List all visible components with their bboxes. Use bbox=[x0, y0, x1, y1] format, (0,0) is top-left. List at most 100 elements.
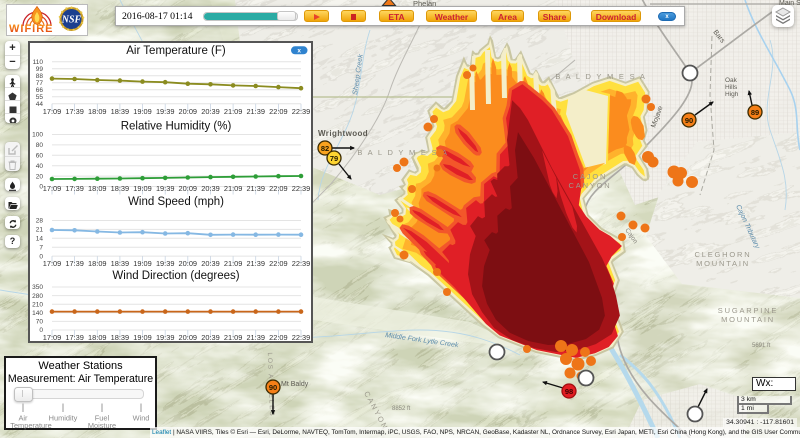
svg-text:22:09: 22:09 bbox=[269, 333, 288, 341]
svg-text:CLEGHORN: CLEGHORN bbox=[695, 250, 752, 259]
svg-text:22:39: 22:39 bbox=[292, 259, 311, 268]
svg-text:Humidity: Humidity bbox=[49, 414, 78, 423]
svg-text:Wind Direction (degrees): Wind Direction (degrees) bbox=[112, 270, 239, 282]
svg-text:20:09: 20:09 bbox=[179, 107, 198, 116]
svg-text:19:39: 19:39 bbox=[156, 107, 175, 116]
svg-text:B A L D Y M E S A: B A L D Y M E S A bbox=[357, 148, 448, 157]
svg-text:18:09: 18:09 bbox=[88, 184, 107, 193]
svg-text:70: 70 bbox=[36, 319, 44, 326]
svg-text:CANYON: CANYON bbox=[569, 181, 612, 190]
svg-text:210: 210 bbox=[32, 301, 43, 308]
svg-text:44: 44 bbox=[36, 101, 44, 108]
svg-text:18:39: 18:39 bbox=[111, 184, 129, 193]
svg-text:60: 60 bbox=[36, 153, 44, 160]
svg-text:MOUNTAIN: MOUNTAIN bbox=[721, 315, 775, 324]
svg-text:17:39: 17:39 bbox=[65, 333, 84, 341]
svg-text:19:09: 19:09 bbox=[133, 259, 152, 268]
svg-text:21:09: 21:09 bbox=[224, 184, 243, 193]
svg-text:19:39: 19:39 bbox=[156, 259, 175, 268]
svg-text:17:39: 17:39 bbox=[65, 259, 84, 268]
svg-text:High: High bbox=[725, 91, 739, 98]
svg-text:19:39: 19:39 bbox=[156, 333, 175, 341]
svg-text:21:09: 21:09 bbox=[224, 259, 243, 268]
svg-text:20:09: 20:09 bbox=[179, 333, 198, 341]
svg-text:Hills: Hills bbox=[725, 84, 738, 91]
svg-text:Main S: Main S bbox=[779, 0, 800, 7]
svg-text:20:39: 20:39 bbox=[201, 259, 220, 268]
svg-text:20: 20 bbox=[36, 173, 44, 180]
svg-text:18:39: 18:39 bbox=[111, 107, 129, 116]
svg-text:Air: Air bbox=[18, 414, 28, 423]
svg-text:110: 110 bbox=[33, 59, 44, 66]
svg-text:CAJON: CAJON bbox=[573, 172, 607, 181]
svg-text:0: 0 bbox=[39, 184, 43, 191]
svg-text:Temperature: Temperature bbox=[10, 421, 52, 430]
svg-text:Relative Humidity (%): Relative Humidity (%) bbox=[121, 121, 232, 133]
svg-text:Air Temperature (F): Air Temperature (F) bbox=[126, 45, 226, 57]
svg-text:19:09: 19:09 bbox=[133, 333, 152, 341]
svg-text:22:09: 22:09 bbox=[269, 184, 288, 193]
svg-text:Fuel: Fuel bbox=[95, 414, 110, 423]
svg-text:19:39: 19:39 bbox=[156, 184, 175, 193]
svg-text:21:39: 21:39 bbox=[246, 184, 265, 193]
svg-text:17:39: 17:39 bbox=[65, 184, 84, 193]
svg-text:0: 0 bbox=[39, 327, 43, 334]
svg-text:MOUNTAIN: MOUNTAIN bbox=[696, 259, 750, 268]
svg-text:22:39: 22:39 bbox=[292, 184, 311, 193]
svg-text:22:09: 22:09 bbox=[269, 107, 288, 116]
svg-text:18:09: 18:09 bbox=[88, 333, 107, 341]
svg-text:77: 77 bbox=[36, 80, 44, 87]
svg-text:20:39: 20:39 bbox=[201, 107, 220, 116]
svg-text:19:09: 19:09 bbox=[133, 184, 152, 193]
svg-text:18:09: 18:09 bbox=[88, 107, 107, 116]
svg-text:280: 280 bbox=[32, 293, 43, 300]
svg-text:18:09: 18:09 bbox=[88, 259, 107, 268]
svg-text:B A L D Y M E S A: B A L D Y M E S A bbox=[555, 72, 646, 81]
svg-text:98: 98 bbox=[565, 387, 573, 396]
svg-text:x: x bbox=[297, 48, 301, 55]
svg-text:90: 90 bbox=[269, 383, 277, 392]
svg-text:89: 89 bbox=[751, 108, 759, 117]
svg-text:100: 100 bbox=[32, 132, 43, 139]
svg-text:Moisture: Moisture bbox=[88, 421, 116, 430]
svg-text:17:09: 17:09 bbox=[43, 333, 62, 341]
svg-text:80: 80 bbox=[36, 142, 44, 149]
svg-text:21:39: 21:39 bbox=[246, 333, 265, 341]
svg-text:17:39: 17:39 bbox=[65, 107, 84, 116]
svg-text:350: 350 bbox=[32, 284, 43, 291]
svg-text:20:09: 20:09 bbox=[179, 184, 198, 193]
svg-text:8852 ft: 8852 ft bbox=[392, 406, 411, 412]
svg-text:40: 40 bbox=[36, 163, 44, 170]
svg-text:20:09: 20:09 bbox=[179, 259, 198, 268]
svg-text:79: 79 bbox=[330, 154, 338, 163]
svg-text:5691 ft: 5691 ft bbox=[752, 343, 771, 349]
svg-text:WIFIRE: WIFIRE bbox=[9, 23, 54, 33]
svg-text:140: 140 bbox=[32, 310, 43, 317]
svg-text:SUGARPINE: SUGARPINE bbox=[718, 306, 778, 315]
svg-text:21:09: 21:09 bbox=[224, 333, 243, 341]
svg-text:55: 55 bbox=[36, 94, 44, 101]
svg-text:17:09: 17:09 bbox=[43, 107, 62, 116]
svg-text:Phelan: Phelan bbox=[413, 0, 436, 8]
svg-text:Wrightwood: Wrightwood bbox=[318, 129, 368, 138]
svg-text:21:39: 21:39 bbox=[246, 107, 265, 116]
svg-text:17:09: 17:09 bbox=[43, 259, 62, 268]
svg-text:14: 14 bbox=[36, 236, 44, 243]
svg-text:90: 90 bbox=[685, 116, 693, 125]
svg-text:28: 28 bbox=[36, 218, 44, 225]
svg-text:21: 21 bbox=[36, 227, 44, 234]
svg-text:Oak: Oak bbox=[725, 77, 738, 84]
svg-text:22:39: 22:39 bbox=[292, 107, 311, 116]
svg-text:18:39: 18:39 bbox=[111, 259, 129, 268]
svg-text:Wind: Wind bbox=[133, 414, 150, 423]
svg-text:22:09: 22:09 bbox=[269, 259, 288, 268]
svg-text:20:39: 20:39 bbox=[201, 333, 220, 341]
svg-text:Wind Speed (mph): Wind Speed (mph) bbox=[128, 196, 224, 208]
svg-text:0: 0 bbox=[39, 253, 43, 260]
svg-text:82: 82 bbox=[321, 144, 329, 153]
svg-text:7: 7 bbox=[39, 244, 43, 251]
svg-text:99: 99 bbox=[36, 66, 44, 73]
svg-text:17:09: 17:09 bbox=[43, 184, 62, 193]
svg-text:21:39: 21:39 bbox=[246, 259, 265, 268]
svg-text:66: 66 bbox=[36, 87, 44, 94]
